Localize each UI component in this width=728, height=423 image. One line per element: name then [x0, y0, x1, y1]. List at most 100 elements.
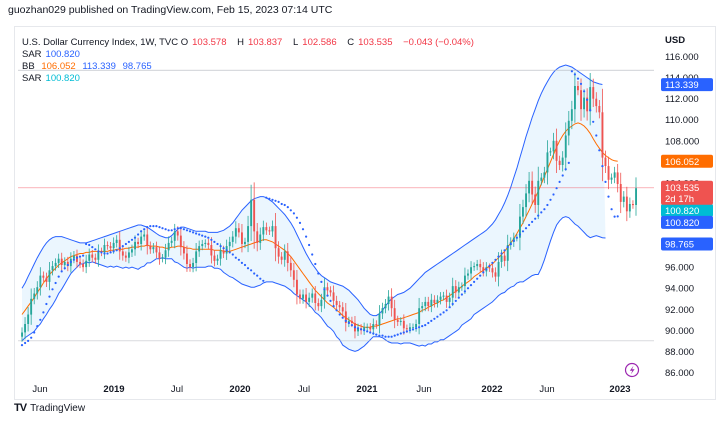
candle-body — [531, 180, 534, 195]
sar-dot — [75, 256, 79, 259]
sar-dot — [497, 255, 500, 258]
sar-dot — [24, 341, 27, 345]
candle-body — [231, 236, 234, 242]
candle-body — [522, 207, 524, 217]
candle-body — [323, 287, 326, 300]
sar-dot — [20, 344, 24, 347]
sar-dot — [445, 309, 448, 312]
candle-body — [619, 184, 622, 202]
sar-dot — [586, 98, 589, 101]
sar-dot — [579, 82, 583, 85]
sar-dot — [616, 215, 619, 218]
candle-body — [503, 255, 506, 261]
candle-body — [442, 295, 445, 297]
candle-body — [427, 301, 430, 307]
sar-dot — [311, 253, 314, 256]
candle-body — [604, 157, 607, 166]
candle-body — [140, 236, 143, 244]
sar-dot — [103, 252, 106, 255]
candle-body — [137, 241, 139, 244]
sar-dot — [57, 275, 60, 278]
publisher-line: guozhan029 published on TradingView.com,… — [8, 4, 333, 16]
candle-body — [534, 194, 537, 205]
candle-body — [106, 245, 109, 247]
sar-dot — [97, 250, 100, 253]
sar-dot — [60, 270, 63, 273]
footer-brand[interactable]: TV TradingView — [14, 402, 85, 414]
sar-dot — [121, 245, 124, 248]
candle-body — [57, 258, 60, 263]
candle-body — [183, 247, 185, 254]
sar-dot — [460, 293, 463, 296]
candle-body — [299, 294, 301, 299]
sar-dot — [549, 198, 552, 201]
legend-sar2-row[interactable]: SAR 100.820 — [22, 73, 80, 84]
sar-dot — [317, 272, 320, 275]
lightning-icon[interactable] — [624, 362, 640, 378]
candle-body — [381, 308, 384, 314]
candle-body — [103, 245, 106, 253]
candle-body — [577, 86, 579, 91]
badge-price: 103.535 — [665, 183, 699, 194]
candle-body — [491, 268, 494, 273]
sar-dot — [369, 331, 372, 334]
candle-body — [259, 234, 262, 243]
candle-body — [268, 230, 271, 232]
candle-body — [179, 235, 182, 248]
candle-body — [124, 255, 127, 258]
candle-body — [445, 295, 448, 302]
sar-dot — [561, 174, 564, 177]
sar-dot — [595, 134, 598, 137]
time-tick: Jun — [539, 384, 554, 395]
sar-dot — [155, 225, 158, 228]
candle-body — [155, 247, 158, 253]
candle-body — [207, 242, 210, 245]
candle-body — [63, 261, 66, 266]
candle-body — [415, 324, 417, 328]
candle-body — [222, 250, 225, 254]
legend-bb-row[interactable]: BB 106.052 113.339 98.765 — [22, 61, 152, 72]
sar-dot — [485, 268, 488, 271]
sar-dot — [396, 333, 399, 336]
candle-body — [286, 251, 289, 263]
sar-dot — [231, 253, 234, 256]
candle-body — [378, 313, 381, 326]
sar-dot — [124, 242, 127, 246]
candle-body — [366, 327, 369, 328]
sar-dot — [479, 274, 482, 277]
candle-body — [241, 232, 243, 244]
candle-body — [399, 320, 402, 322]
candle-body — [97, 251, 100, 260]
sar-dot — [564, 168, 567, 171]
time-tick: Jul — [298, 384, 310, 395]
sar-dot — [207, 236, 210, 239]
candle-body — [351, 320, 353, 323]
sar-dot — [576, 77, 580, 80]
sar-dot — [607, 195, 610, 198]
candle-body — [528, 180, 530, 194]
symbol-name: U.S. Dollar Currency Index, 1W, TVC — [22, 37, 179, 48]
sar-dot — [323, 288, 326, 291]
candle-body — [192, 262, 194, 268]
candle-body — [164, 250, 167, 258]
candle-body — [45, 277, 48, 282]
sar-dot — [384, 335, 387, 338]
sar-dot — [518, 233, 522, 236]
price-tick: 92.000 — [665, 305, 694, 316]
sar-dot — [469, 284, 473, 287]
sar-dot — [298, 221, 302, 224]
candle-body — [213, 255, 216, 261]
legend-sar-row[interactable]: SAR 100.820 — [22, 49, 80, 60]
price-tick: 94.000 — [665, 284, 694, 295]
candle-body — [552, 140, 555, 152]
sar-dot — [115, 249, 118, 252]
candle-body — [433, 299, 436, 303]
candle-body — [118, 239, 121, 252]
candle-body — [85, 260, 88, 268]
sar-dot — [42, 311, 45, 314]
candle-body — [564, 135, 567, 158]
candle-body — [48, 270, 51, 282]
candle-body — [326, 287, 329, 291]
sar-dot — [112, 250, 115, 253]
